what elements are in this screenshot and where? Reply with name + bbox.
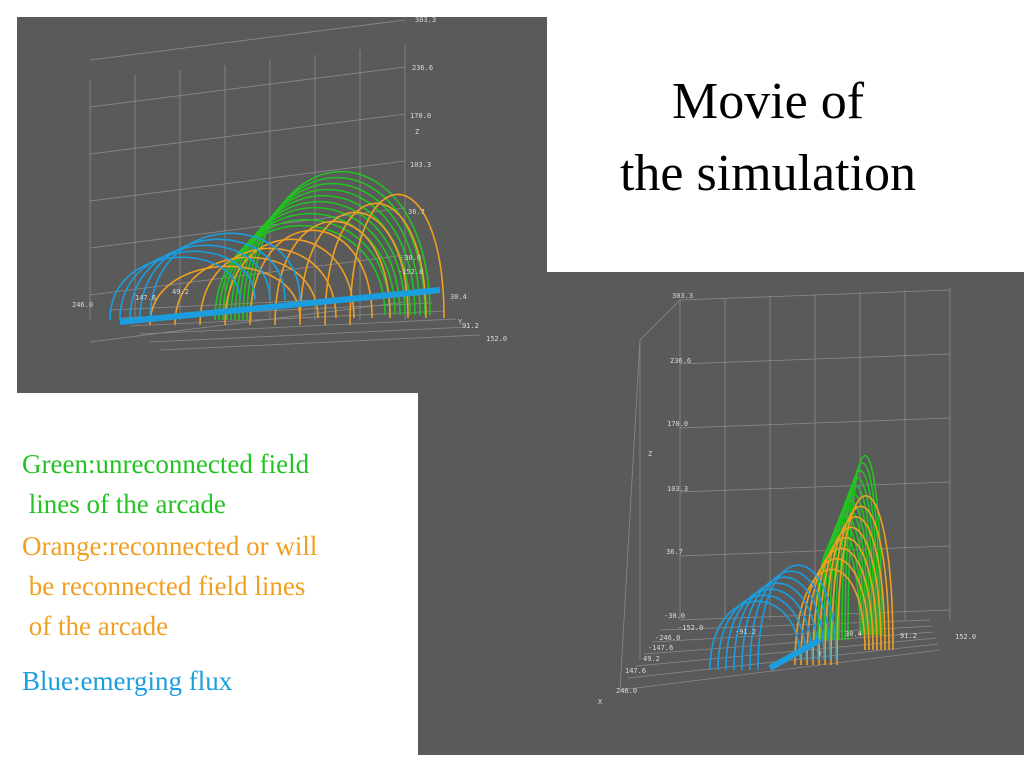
legend-text: Blue:emerging flux [22, 666, 233, 696]
field-line [749, 570, 831, 671]
field-line [725, 588, 813, 671]
field-line [149, 265, 301, 326]
title-line: Movie of [672, 73, 865, 130]
axis-label: 30.4 [450, 293, 467, 301]
axis-label: -30.0 [664, 612, 685, 620]
field-line [109, 256, 241, 321]
legend-text: be reconnected field lines [22, 571, 305, 601]
legend-text: of the arcade [22, 611, 168, 641]
flux-tube [119, 287, 441, 325]
field-line [844, 462, 881, 641]
field-line [224, 238, 355, 326]
field-line [733, 582, 819, 671]
field-line [230, 200, 406, 321]
field-line [249, 229, 373, 326]
axis-label: Y [458, 318, 463, 326]
axis-label: -91.2 [735, 628, 756, 636]
axis-label: -152.0 [398, 268, 423, 276]
field-line [222, 212, 396, 321]
field-line [119, 250, 256, 321]
axis-label: 147.6 [625, 667, 646, 675]
axis-label: 36.7 [408, 208, 425, 216]
axis-label: 91.2 [462, 322, 479, 330]
axis-label: 246.0 [616, 687, 637, 695]
legend-text: Orange:reconnected or will [22, 531, 317, 561]
axis-label: Z [648, 450, 652, 458]
axis-label: -152.0 [678, 624, 703, 632]
axis-label: 36.7 [666, 548, 683, 556]
field-line [817, 530, 863, 641]
axis-label: 170.0 [410, 112, 431, 120]
axis-label: 147.6 [135, 294, 156, 302]
title-area [547, 17, 1024, 272]
axis-label: X [598, 698, 603, 706]
axis-label: 30.4 [845, 630, 862, 638]
field-line [847, 455, 883, 641]
field-line [199, 247, 337, 326]
field-line [242, 182, 421, 321]
field-line [836, 495, 894, 666]
axis-label: -246.0 [655, 634, 680, 642]
axis-label: 152.0 [486, 335, 507, 343]
field-line [741, 576, 825, 671]
axis-label: 49.2 [172, 288, 189, 296]
simulation-frame-2 [418, 272, 1024, 755]
axis-label: 49.2 [643, 655, 660, 663]
axis-label: 246.0 [72, 301, 93, 309]
axis-label: Y [818, 650, 823, 658]
axis-label: 303.3 [415, 16, 436, 24]
field-line [717, 594, 807, 671]
field-line [139, 238, 286, 321]
field-line [794, 568, 866, 666]
field-line [757, 564, 837, 671]
field-line [830, 505, 890, 666]
axis-label: -30.0 [400, 254, 421, 262]
legend-text: Green:unreconnected field [22, 449, 310, 479]
field-line [349, 193, 445, 326]
field-line [129, 244, 271, 321]
field-line [149, 232, 301, 321]
field-line [246, 176, 426, 321]
field-line [214, 224, 386, 321]
axis-label: 303.3 [672, 292, 693, 300]
axis-label: -147.6 [648, 644, 673, 652]
axis-label: 103.3 [410, 161, 431, 169]
field-line [324, 202, 427, 326]
title-line: the simulation [620, 145, 916, 202]
axis-label: 236.6 [670, 357, 691, 365]
legend-text: lines of the arcade [22, 489, 226, 519]
axis-label: 170.0 [667, 420, 688, 428]
flux-tube [768, 637, 822, 671]
axis-label: 103.3 [667, 485, 688, 493]
axis-label: Z [415, 128, 419, 136]
field-line [838, 477, 877, 641]
axis-label: 91.2 [900, 632, 917, 640]
axis-label: 152.0 [955, 633, 976, 641]
field-line [218, 218, 391, 321]
axis-label: 236.6 [412, 64, 433, 72]
field-line [299, 211, 409, 326]
